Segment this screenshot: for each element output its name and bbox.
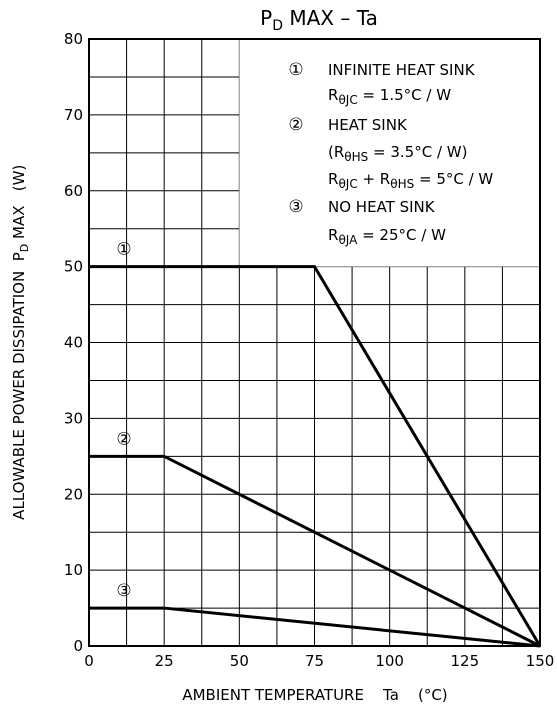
y-axis-label-subscript: D	[18, 244, 31, 252]
title-subscript: D	[272, 18, 283, 34]
plot-frame	[88, 38, 541, 647]
series-label: ①	[116, 240, 131, 260]
x-tick-label: 50	[230, 652, 249, 670]
y-tick-label: 80	[64, 30, 83, 48]
legend-text-part: (R	[328, 143, 344, 161]
y-axis-label: ALLOWABLE POWER DISSIPATION PD MAX (W)	[10, 150, 31, 543]
legend-text-part: = 3.5°C / W)	[368, 143, 467, 161]
y-tick-label: 60	[64, 182, 83, 200]
legend-subscript: θHS	[390, 177, 414, 191]
x-tick-label: 75	[305, 652, 324, 670]
x-tick-label: 0	[84, 652, 94, 670]
series-line	[89, 454, 541, 648]
x-tick-label: 25	[155, 652, 174, 670]
x-axis-label: AMBIENT TEMPERATURE Ta (°C)	[182, 686, 447, 704]
y-tick-label: 70	[64, 106, 83, 124]
y-tick-label: 40	[64, 334, 83, 352]
legend-text-part: R	[328, 86, 338, 104]
series-label: ③	[116, 581, 131, 601]
legend-label: INFINITE HEAT SINK	[328, 61, 476, 79]
y-tick-label: 30	[64, 409, 83, 427]
legend-subscript: θJC	[338, 177, 357, 191]
series-label: ②	[116, 429, 131, 449]
title-main: P	[260, 6, 272, 30]
legend-marker: ③	[288, 197, 303, 217]
legend-label: HEAT SINK	[328, 116, 408, 134]
legend-text-part: NO HEAT SINK	[328, 198, 436, 216]
legend-text-part: R	[328, 226, 338, 244]
legend-text-part: INFINITE HEAT SINK	[328, 61, 476, 79]
legend-formula: RθJC = 1.5°C / W	[328, 86, 451, 107]
series-line	[89, 265, 542, 647]
legend-text-part: = 5°C / W	[414, 170, 493, 188]
legend-formula: RθJC + RθHS = 5°C / W	[328, 170, 493, 191]
legend-text-part: = 25°C / W	[357, 226, 446, 244]
title-rest: MAX – Ta	[283, 6, 378, 30]
series-group: ① ② ③	[89, 240, 542, 648]
legend-subscript: θJC	[338, 93, 357, 107]
legend-subscript: θJA	[338, 233, 358, 247]
legend-formula: RθJA = 25°C / W	[328, 226, 446, 247]
legend-marker: ①	[288, 60, 303, 80]
legend-text-part: R	[328, 170, 338, 188]
y-tick-label: 10	[64, 561, 83, 579]
legend: ① INFINITE HEAT SINK RθJC = 1.5°C / W ② HEAT…	[288, 60, 493, 247]
y-axis-label-pre: ALLOWABLE POWER DISSIPATION P	[10, 252, 28, 520]
chart-title: PD MAX – Ta	[260, 6, 378, 34]
legend-subscript: θHS	[344, 150, 368, 164]
legend-text-part: HEAT SINK	[328, 116, 408, 134]
legend-formula: (RθHS = 3.5°C / W)	[328, 143, 467, 164]
legend-box	[239, 39, 541, 267]
legend-text-part: = 1.5°C / W	[358, 86, 452, 104]
legend-label: NO HEAT SINK	[328, 198, 436, 216]
x-tick-label: 100	[375, 652, 404, 670]
y-tick-label: 20	[64, 485, 83, 503]
legend-marker: ②	[288, 115, 303, 135]
y-axis-label-post: MAX (W)	[10, 165, 28, 244]
x-tick-label: 125	[451, 652, 480, 670]
series-line	[89, 606, 541, 648]
legend-text-part: + R	[358, 170, 391, 188]
tick-labels: 0 25 50 75 100 125 150 0 10 20 30 40 50 60 70 80	[64, 30, 554, 670]
y-tick-label: 50	[64, 258, 83, 276]
x-tick-label: 150	[526, 652, 555, 670]
y-tick-label: 0	[73, 637, 83, 655]
